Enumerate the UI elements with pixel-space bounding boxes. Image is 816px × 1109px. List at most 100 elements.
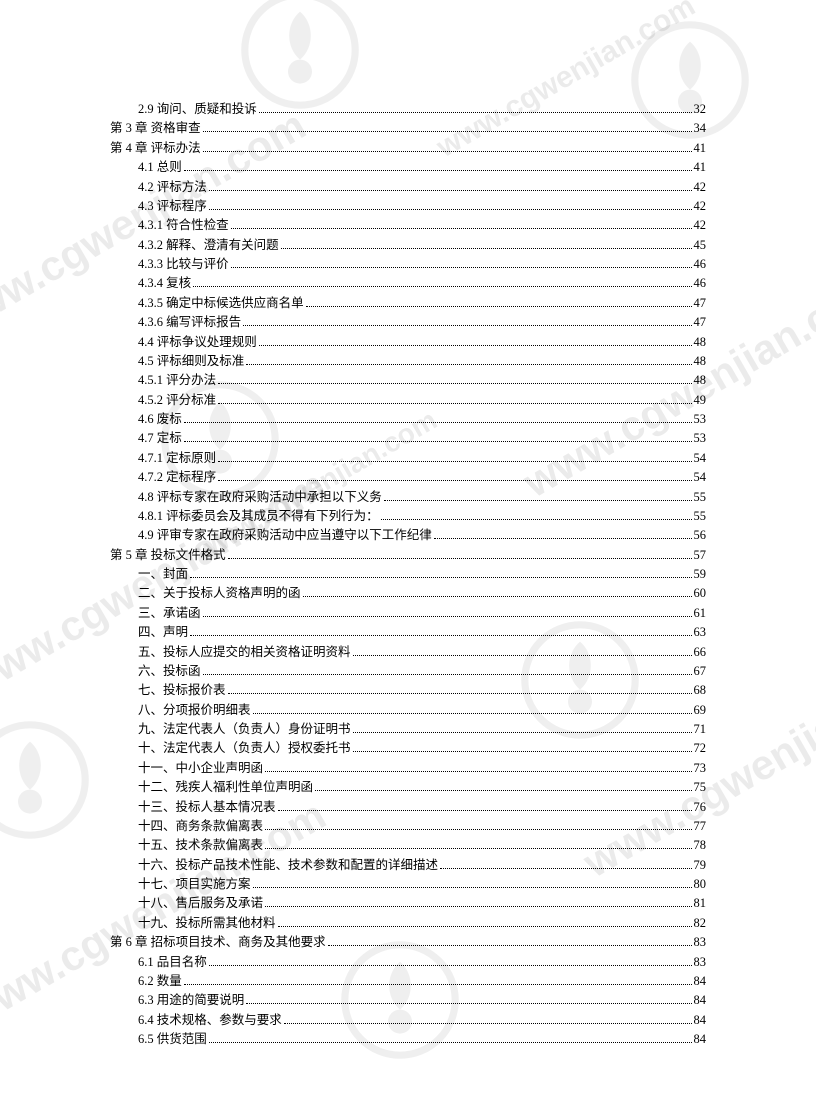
- toc-entry: 4.8 评标专家在政府采购活动中承担以下义务 55: [110, 488, 706, 507]
- toc-entry: 4.7.1 定标原则 54: [110, 449, 706, 468]
- toc-entry: 4.2 评标方法 42: [110, 178, 706, 197]
- toc-entry-title: 6.1 品目名称: [138, 953, 207, 972]
- toc-entry-title: 四、声明: [138, 623, 188, 642]
- toc-entry: 十九、投标所需其他材料82: [110, 914, 706, 933]
- toc-leader-dots: [209, 1042, 692, 1043]
- toc-leader-dots: [243, 325, 691, 326]
- toc-entry: 一、封面59: [110, 565, 706, 584]
- toc-entry: 五、投标人应提交的相关资格证明资料66: [110, 643, 706, 662]
- toc-entry-title: 4.7.2 定标程序: [138, 468, 216, 487]
- toc-entry-page: 47: [694, 313, 707, 332]
- toc-entry: 6.1 品目名称83: [110, 953, 706, 972]
- toc-leader-dots: [228, 558, 692, 559]
- toc-entry-page: 57: [694, 546, 707, 565]
- toc-entry-page: 68: [694, 681, 707, 700]
- toc-entry-page: 73: [694, 759, 707, 778]
- toc-entry-title: 第 5 章 投标文件格式: [110, 546, 226, 565]
- toc-leader-dots: [203, 151, 692, 152]
- toc-entry-page: 84: [694, 972, 707, 991]
- toc-leader-dots: [190, 577, 691, 578]
- toc-entry-title: 十八、售后服务及承诺: [138, 894, 263, 913]
- toc-entry-page: 56: [694, 526, 707, 545]
- toc-entry-page: 53: [694, 410, 707, 429]
- toc-entry: 九、法定代表人（负责人）身份证明书71: [110, 720, 706, 739]
- toc-entry: 四、声明63: [110, 623, 706, 642]
- table-of-contents: 2.9 询问、质疑和投诉32第 3 章 资格审查34第 4 章 评标办法414.…: [110, 100, 706, 1049]
- toc-entry-page: 42: [694, 178, 707, 197]
- toc-entry-page: 49: [694, 391, 707, 410]
- toc-leader-dots: [278, 810, 692, 811]
- toc-entry: 第 5 章 投标文件格式 57: [110, 546, 706, 565]
- toc-entry: 4.9 评审专家在政府采购活动中应当遵守以下工作纪律56: [110, 526, 706, 545]
- toc-entry: 4.1 总则41: [110, 158, 706, 177]
- toc-leader-dots: [218, 383, 691, 384]
- toc-leader-dots: [265, 848, 691, 849]
- toc-entry-page: 67: [694, 662, 707, 681]
- toc-entry-page: 66: [694, 643, 707, 662]
- toc-leader-dots: [246, 364, 691, 365]
- toc-entry-title: 第 3 章 资格审查: [110, 119, 201, 138]
- toc-entry-page: 55: [694, 507, 707, 526]
- toc-leader-dots: [265, 906, 691, 907]
- toc-entry: 二、关于投标人资格声明的函60: [110, 584, 706, 603]
- toc-entry-page: 72: [694, 739, 707, 758]
- toc-entry-title: 6.5 供货范围: [138, 1030, 207, 1049]
- toc-entry: 4.3.1 符合性检查42: [110, 216, 706, 235]
- toc-entry: 七、投标报价表68: [110, 681, 706, 700]
- toc-entry: 4.8.1 评标委员会及其成员不得有下列行为：55: [110, 507, 706, 526]
- toc-entry-title: 八、分项报价明细表: [138, 701, 251, 720]
- toc-leader-dots: [303, 596, 692, 597]
- toc-entry-page: 45: [694, 236, 707, 255]
- toc-entry-title: 九、法定代表人（负责人）身份证明书: [138, 720, 351, 739]
- toc-entry-page: 32: [694, 100, 707, 119]
- toc-entry-page: 54: [694, 468, 707, 487]
- toc-entry: 十一、中小企业声明函 73: [110, 759, 706, 778]
- toc-entry-title: 4.3.2 解释、澄清有关问题: [138, 236, 279, 255]
- toc-leader-dots: [253, 887, 692, 888]
- toc-entry-page: 84: [694, 1030, 707, 1049]
- toc-entry-title: 十、法定代表人（负责人）授权委托书: [138, 739, 351, 758]
- toc-entry-title: 4.2 评标方法: [138, 178, 207, 197]
- toc-entry-title: 4.7.1 定标原则: [138, 449, 216, 468]
- toc-entry-title: 4.7 定标: [138, 429, 182, 448]
- toc-entry: 十四、商务条款偏离表77: [110, 817, 706, 836]
- toc-entry-page: 46: [694, 274, 707, 293]
- toc-entry-page: 42: [694, 197, 707, 216]
- toc-leader-dots: [184, 422, 692, 423]
- toc-leader-dots: [353, 751, 692, 752]
- toc-entry-title: 十七、项目实施方案: [138, 875, 251, 894]
- toc-leader-dots: [228, 693, 692, 694]
- toc-leader-dots: [209, 190, 692, 191]
- toc-leader-dots: [203, 616, 692, 617]
- toc-entry: 6.2 数量84: [110, 972, 706, 991]
- toc-leader-dots: [184, 984, 692, 985]
- toc-entry-page: 42: [694, 216, 707, 235]
- toc-leader-dots: [209, 209, 692, 210]
- toc-entry-title: 6.3 用途的简要说明: [138, 991, 244, 1010]
- toc-leader-dots: [315, 790, 691, 791]
- toc-leader-dots: [231, 267, 692, 268]
- toc-entry: 十六、投标产品技术性能、技术参数和配置的详细描述79: [110, 856, 706, 875]
- toc-leader-dots: [246, 1003, 691, 1004]
- toc-entry-page: 76: [694, 798, 707, 817]
- toc-entry-page: 84: [694, 991, 707, 1010]
- toc-entry: 十五、技术条款偏离表78: [110, 836, 706, 855]
- toc-entry-title: 4.1 总则: [138, 158, 182, 177]
- toc-entry: 4.5.1 评分办法48: [110, 371, 706, 390]
- toc-entry-title: 4.3.4 复核: [138, 274, 191, 293]
- toc-entry-title: 三、承诺函: [138, 604, 201, 623]
- toc-entry: 4.3 评标程序42: [110, 197, 706, 216]
- toc-entry-page: 54: [694, 449, 707, 468]
- toc-leader-dots: [209, 965, 692, 966]
- toc-entry-page: 55: [694, 488, 707, 507]
- toc-entry-page: 82: [694, 914, 707, 933]
- toc-entry-title: 第 4 章 评标办法: [110, 139, 201, 158]
- toc-entry-title: 十三、投标人基本情况表: [138, 798, 276, 817]
- toc-entry-title: 十一、中小企业声明函: [138, 759, 263, 778]
- toc-entry: 6.3 用途的简要说明 84: [110, 991, 706, 1010]
- toc-entry: 4.6 废标53: [110, 410, 706, 429]
- toc-entry-page: 47: [694, 294, 707, 313]
- toc-leader-dots: [281, 248, 692, 249]
- toc-entry-title: 4.8 评标专家在政府采购活动中承担以下义务: [138, 488, 382, 507]
- toc-entry-title: 4.4 评标争议处理规则: [138, 333, 257, 352]
